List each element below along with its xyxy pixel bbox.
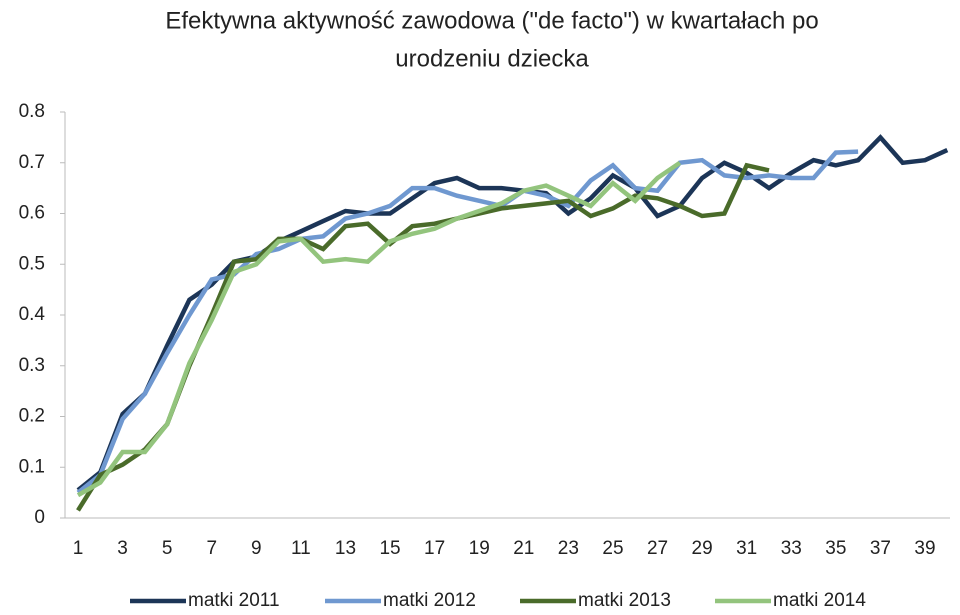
x-tick-label: 1 bbox=[73, 538, 84, 559]
x-tick-label: 33 bbox=[781, 538, 802, 559]
chart-title: Efektywna aktywność zawodowa ("de facto"… bbox=[165, 7, 818, 34]
x-tick-label: 5 bbox=[162, 538, 173, 559]
x-tick-label: 9 bbox=[251, 538, 262, 559]
x-tick-label: 31 bbox=[736, 538, 757, 559]
series-line bbox=[76, 134, 949, 492]
x-tick-label: 7 bbox=[206, 538, 217, 559]
legend-label: matki 2014 bbox=[773, 590, 866, 611]
y-tick-label: 0.7 bbox=[19, 152, 45, 173]
y-tick-label: 0.2 bbox=[19, 406, 45, 427]
y-tick-label: 0.8 bbox=[19, 101, 45, 122]
chart-title: urodzeniu dziecka bbox=[395, 45, 589, 72]
x-tick-label: 11 bbox=[291, 538, 311, 559]
x-tick-label: 3 bbox=[117, 538, 128, 559]
x-tick-label: 23 bbox=[558, 538, 579, 559]
legend-label: matki 2012 bbox=[383, 590, 476, 611]
y-tick-label: 0.1 bbox=[19, 456, 45, 477]
series-line bbox=[76, 162, 770, 512]
legend-label: matki 2013 bbox=[578, 590, 671, 611]
series-line bbox=[76, 160, 682, 498]
x-tick-label: 39 bbox=[914, 538, 935, 559]
x-tick-label: 27 bbox=[647, 538, 668, 559]
y-tick-label: 0.6 bbox=[19, 203, 45, 224]
y-tick-label: 0.5 bbox=[19, 253, 45, 274]
x-tick-label: 25 bbox=[602, 538, 623, 559]
legend-label: matki 2011 bbox=[188, 590, 280, 611]
x-tick-label: 37 bbox=[870, 538, 891, 559]
x-tick-label: 15 bbox=[379, 538, 400, 559]
series-line bbox=[76, 149, 859, 495]
x-tick-label: 13 bbox=[335, 538, 356, 559]
y-tick-label: 0 bbox=[34, 507, 45, 528]
x-tick-label: 19 bbox=[469, 538, 490, 559]
x-tick-label: 21 bbox=[513, 538, 534, 559]
x-tick-label: 35 bbox=[825, 538, 846, 559]
x-tick-label: 17 bbox=[424, 538, 445, 559]
y-tick-label: 0.4 bbox=[19, 304, 46, 325]
y-tick-label: 0.3 bbox=[19, 355, 45, 376]
x-tick-label: 29 bbox=[692, 538, 713, 559]
